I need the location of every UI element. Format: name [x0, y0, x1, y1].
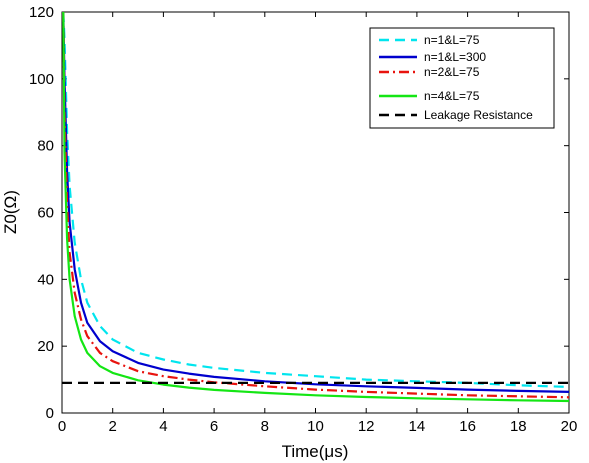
legend-label-2: n=2&L=75	[424, 65, 480, 79]
legend-box	[369, 27, 555, 129]
x-tick-label-7: 14	[409, 418, 426, 435]
legend-label-3: n=4&L=75	[424, 89, 480, 103]
tick-labels: 0 2 4 6 8 10 12 14 16 18 20 0 20 40 60 80 100 120	[29, 4, 577, 435]
series-lines	[62, 11, 570, 403]
series-line-1	[62, 11, 570, 393]
x-tick-label-9: 18	[510, 418, 527, 435]
x-tick-label-3: 6	[210, 418, 218, 435]
x-tick-label-2: 4	[159, 418, 167, 435]
x-tick-label-0: 0	[58, 418, 66, 435]
series-line-2	[62, 11, 570, 399]
y-axis-title: Z0(Ω)	[1, 190, 20, 234]
x-axis-title: Time(μs)	[282, 442, 349, 461]
x-tick-label-10: 20	[561, 418, 578, 435]
legend-label-0: n=1&L=75	[424, 33, 480, 47]
legend-label-4: Leakage Resistance	[424, 108, 533, 122]
x-tick-label-5: 10	[307, 418, 324, 435]
x-tick-label-8: 16	[459, 418, 476, 435]
x-tick-label-4: 8	[261, 418, 269, 435]
series-line-0	[62, 11, 570, 388]
y-tick-label-5: 100	[29, 71, 54, 88]
y-tick-label-6: 120	[29, 4, 54, 21]
y-tick-label-3: 60	[37, 205, 54, 222]
y-tick-label-0: 0	[46, 405, 54, 422]
legend-label-1: n=1&L=300	[424, 50, 486, 64]
axis-ticks	[61, 11, 570, 414]
x-tick-label-6: 12	[358, 418, 375, 435]
y-tick-label-2: 40	[37, 271, 54, 288]
y-tick-label-4: 80	[37, 138, 54, 155]
x-tick-label-1: 2	[109, 418, 117, 435]
y-tick-label-1: 20	[37, 338, 54, 355]
